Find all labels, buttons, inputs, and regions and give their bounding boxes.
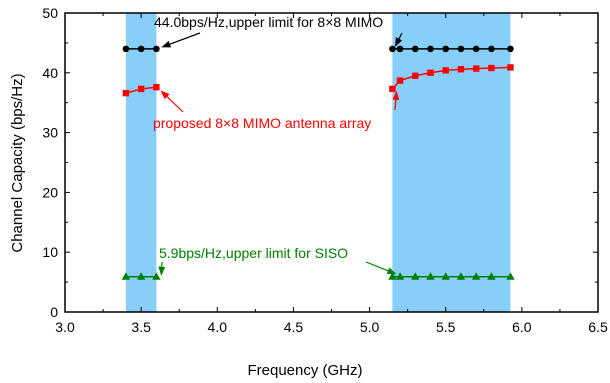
x-tick-label: 5.5 bbox=[436, 319, 456, 335]
data-point bbox=[153, 83, 160, 91]
frequency-band-0 bbox=[125, 13, 157, 312]
annotation-siso-limit: 5.9bps/Hz,upper limit for SISO bbox=[159, 245, 348, 261]
annotation-arrow-siso-left bbox=[158, 261, 166, 276]
data-point bbox=[389, 45, 396, 53]
y-tick-label: 30 bbox=[42, 125, 58, 141]
x-tick-label: 6.0 bbox=[512, 319, 532, 335]
data-point bbox=[411, 272, 420, 280]
data-point bbox=[136, 272, 146, 280]
data-point bbox=[487, 272, 496, 280]
data-point bbox=[441, 272, 450, 280]
data-point bbox=[471, 272, 481, 280]
data-point bbox=[122, 45, 130, 53]
data-point bbox=[137, 45, 145, 53]
annotation-arrow-antenna-left bbox=[160, 90, 184, 113]
annotation-mimo-limit: 44.0bps/Hz,upper limit for 8×8 MIMO bbox=[154, 14, 383, 30]
x-tick-label: 3.0 bbox=[55, 319, 75, 335]
data-point bbox=[457, 45, 465, 53]
y-axis-title: Channel Capacity (bps/Hz) bbox=[9, 73, 26, 252]
data-point bbox=[472, 65, 480, 72]
data-point bbox=[427, 45, 434, 53]
data-point bbox=[396, 77, 404, 84]
y-tick-label: 50 bbox=[42, 5, 58, 21]
data-point bbox=[389, 85, 396, 93]
y-tick-label: 0 bbox=[50, 304, 58, 320]
annotation-proposed-antenna: proposed 8×8 MIMO antenna array bbox=[153, 115, 371, 131]
data-point bbox=[488, 45, 495, 53]
data-point bbox=[457, 66, 465, 73]
y-tick-label: 40 bbox=[42, 65, 58, 81]
data-point bbox=[153, 45, 160, 53]
data-point bbox=[442, 45, 450, 53]
data-point bbox=[388, 272, 397, 280]
data-point bbox=[152, 272, 161, 280]
data-point bbox=[396, 45, 404, 53]
data-point bbox=[442, 67, 449, 74]
x-tick-label: 6.5 bbox=[588, 319, 608, 335]
data-point bbox=[122, 89, 130, 97]
annotation-arrow-antenna-right bbox=[392, 90, 400, 111]
series-layer bbox=[121, 45, 515, 280]
data-point bbox=[137, 85, 145, 93]
frequency-band-1 bbox=[392, 13, 511, 312]
x-tick-label: 5.0 bbox=[360, 319, 380, 335]
annotation-arrow-mimo-limit bbox=[161, 32, 201, 48]
data-point bbox=[456, 272, 466, 280]
y-tick-label: 10 bbox=[42, 244, 58, 260]
annotation-arrow-siso-right bbox=[365, 261, 397, 275]
data-point bbox=[121, 272, 131, 280]
axis-ticks: 3.0 3.5 4.0 4.5 5.0 5.5 6.0 6.5 0 10 20 30 40 50 bbox=[42, 5, 608, 335]
data-point bbox=[427, 69, 434, 76]
annotation-arrow-mimo-limit-right bbox=[394, 32, 403, 47]
shaded-bands bbox=[125, 13, 511, 312]
x-tick-label: 4.0 bbox=[208, 319, 228, 335]
x-tick-label: 3.5 bbox=[131, 319, 151, 335]
data-point bbox=[472, 45, 480, 53]
data-point bbox=[411, 45, 419, 53]
data-point bbox=[488, 64, 495, 72]
x-tick-label: 4.5 bbox=[284, 319, 304, 335]
data-point bbox=[507, 64, 514, 71]
data-point bbox=[507, 45, 514, 53]
x-axis-title: Frequency (GHz) bbox=[247, 362, 362, 379]
data-point bbox=[395, 272, 405, 280]
annotations: 44.0bps/Hz,upper limit for 8×8 MIMO prop… bbox=[153, 14, 403, 276]
y-tick-label: 20 bbox=[42, 184, 58, 200]
data-point bbox=[412, 72, 419, 79]
data-point bbox=[506, 272, 515, 280]
data-point bbox=[426, 272, 435, 280]
